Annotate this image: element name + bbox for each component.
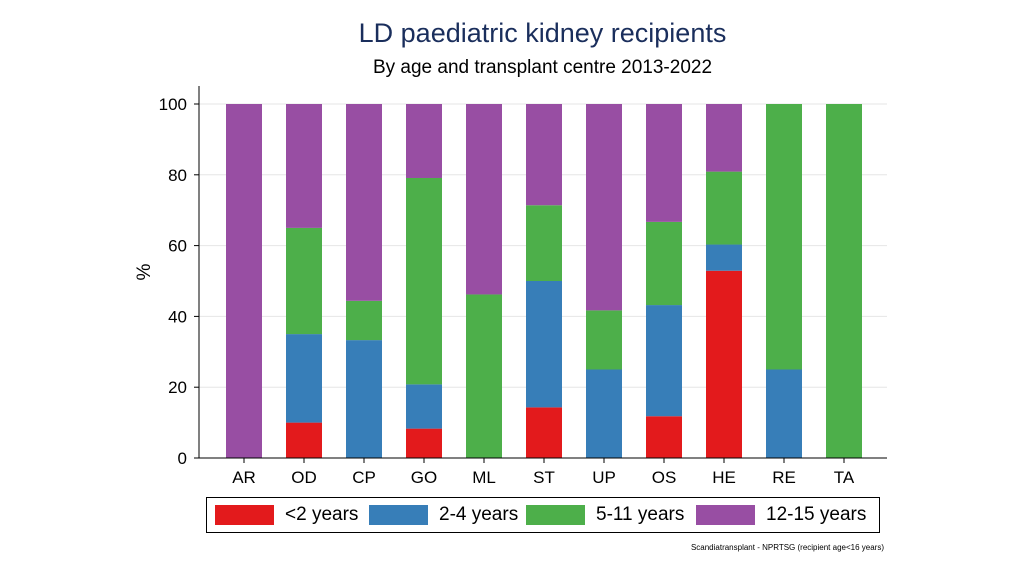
legend-swatch-lt2 [215, 505, 274, 525]
source-footnote: Scandiatransplant - NPRTSG (recipient ag… [690, 543, 884, 552]
legend-swatch-12-15 [696, 505, 755, 525]
bar-cp-series-2 [346, 300, 382, 341]
bar-ta-series-2 [826, 104, 862, 458]
y-tick-label-60: 60 [168, 237, 187, 256]
bar-ml-series-3 [466, 104, 502, 295]
legend-label-12-15: 12-15 years [766, 504, 867, 525]
x-tick-label-up: UP [592, 468, 616, 487]
chart-title: LD paediatric kidney recipients [358, 18, 727, 48]
bar-go-series-1 [406, 384, 442, 429]
x-tick-label-he: HE [712, 468, 736, 487]
x-tick-label-ml: ML [472, 468, 496, 487]
x-tick-label-cp: CP [352, 468, 376, 487]
bar-he-series-3 [706, 104, 742, 172]
bar-go-series-2 [406, 177, 442, 385]
chart-subtitle: By age and transplant centre 2013-2022 [372, 57, 713, 78]
y-ticks: 0 20 40 60 80 100 [159, 95, 199, 468]
bar-od-series-3 [286, 104, 322, 228]
bar-up-series-3 [586, 104, 622, 311]
bar-st-series-2 [526, 205, 562, 281]
bar-ar-series-3 [226, 104, 262, 458]
bar-od-series-1 [286, 334, 322, 423]
bar-go-series-3 [406, 104, 442, 178]
bar-os-series-3 [646, 104, 682, 222]
bar-up-series-1 [586, 369, 622, 458]
bars [226, 104, 862, 458]
y-axis-label: % [134, 263, 155, 280]
legend-swatch-5-11 [526, 505, 585, 525]
x-tick-label-od: OD [291, 468, 317, 487]
x-tick-label-ta: TA [834, 468, 855, 487]
bar-os-series-0 [646, 416, 682, 458]
bar-st-series-1 [526, 281, 562, 408]
y-tick-label-80: 80 [168, 166, 187, 185]
bar-cp-series-3 [346, 104, 382, 301]
legend-swatch-2-4 [369, 505, 428, 525]
x-tick-label-re: RE [772, 468, 796, 487]
bar-re-series-1 [766, 369, 802, 458]
legend-label-2-4: 2-4 years [439, 504, 519, 525]
legend-label-5-11: 5-11 years [596, 504, 685, 525]
legend: <2 years 2-4 years 5-11 years 12-15 year… [206, 497, 880, 533]
y-tick-label-100: 100 [159, 95, 187, 114]
bar-he-series-2 [706, 171, 742, 245]
bar-os-series-2 [646, 221, 682, 306]
legend-label-lt2: <2 years [285, 504, 359, 525]
bar-st-series-3 [526, 104, 562, 206]
x-tick-label-os: OS [652, 468, 677, 487]
bar-cp-series-1 [346, 340, 382, 458]
x-tick-label-ar: AR [232, 468, 256, 487]
bar-os-series-1 [646, 305, 682, 417]
x-tick-label-go: GO [411, 468, 437, 487]
bar-st-series-0 [526, 407, 562, 458]
y-tick-label-20: 20 [168, 378, 187, 397]
x-tick-label-st: ST [533, 468, 555, 487]
bar-go-series-0 [406, 428, 442, 458]
bar-re-series-2 [766, 104, 802, 370]
bar-up-series-2 [586, 310, 622, 370]
bar-od-series-0 [286, 422, 322, 458]
bar-he-series-0 [706, 270, 742, 458]
y-tick-label-40: 40 [168, 307, 187, 326]
x-ticks: AR OD CP GO ML ST UP OS HE RE TA [232, 458, 855, 487]
bar-od-series-2 [286, 227, 322, 335]
y-tick-label-0: 0 [178, 449, 187, 468]
bar-ml-series-2 [466, 294, 502, 458]
bar-he-series-1 [706, 244, 742, 271]
